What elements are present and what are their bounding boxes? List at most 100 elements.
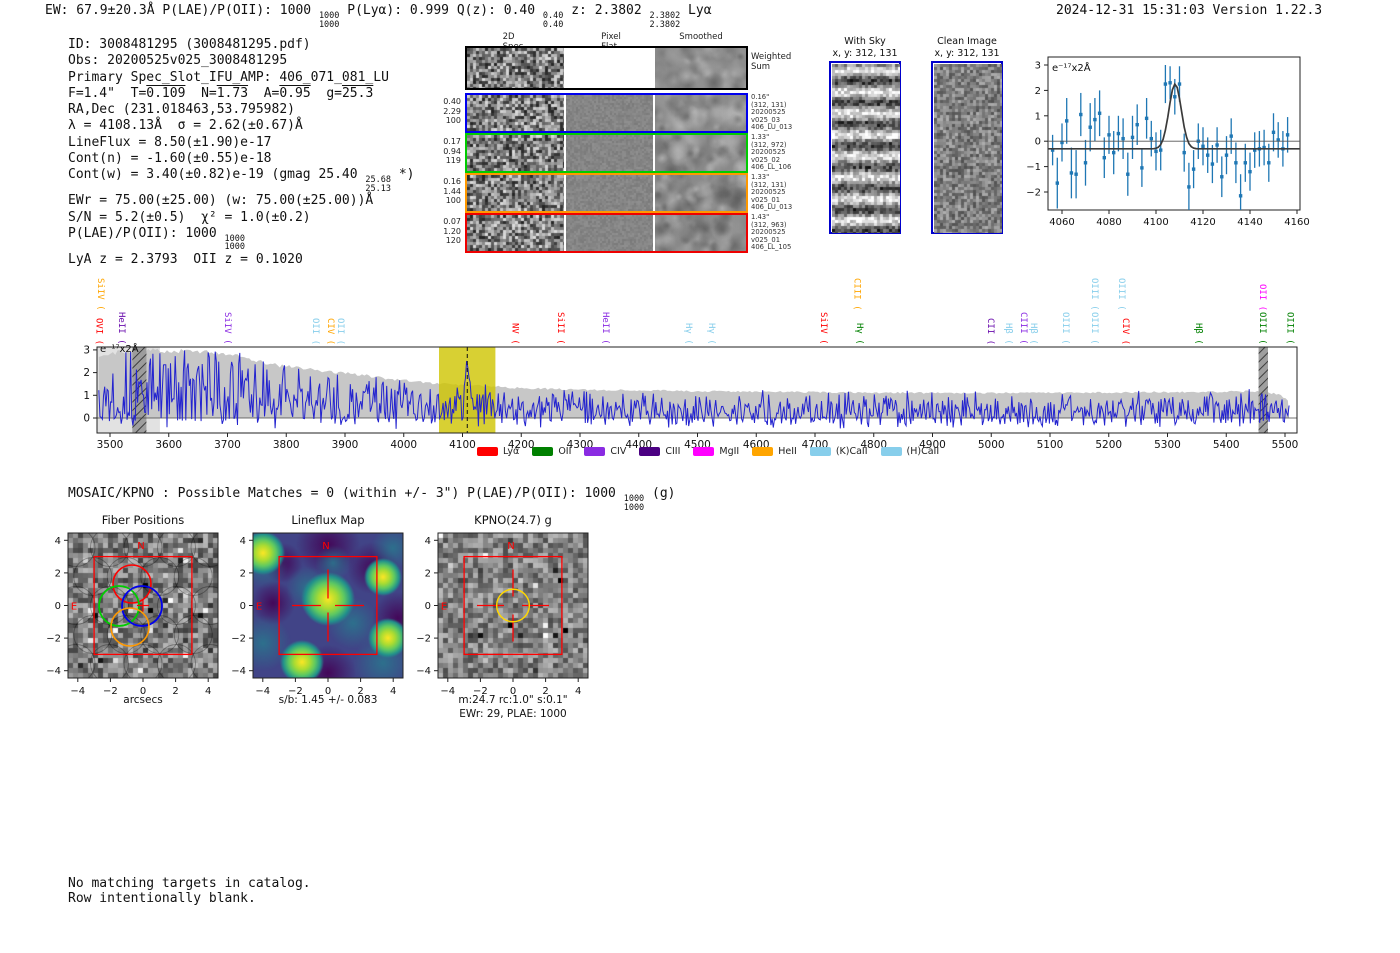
spec2d-cell-noise [467, 48, 564, 88]
legend-label: MgII [719, 446, 740, 457]
svg-text:4: 4 [425, 536, 431, 547]
legend-swatch [477, 447, 498, 456]
svg-text:−2: −2 [103, 686, 118, 697]
legend-label: (K)CaII [835, 446, 868, 457]
spec2d-cell-flat [566, 215, 653, 251]
header-timestamp: 2024-12-31 15:31:03 Version 1.22.3 [1056, 3, 1323, 18]
svg-text:4: 4 [390, 686, 396, 697]
emission-line-label-OIII: OIII ( [1256, 312, 1267, 345]
svg-text:2: 2 [83, 367, 90, 379]
emission-line-label-Hγ: Hγ ( [682, 323, 693, 345]
clean-image-cutout [931, 61, 1003, 234]
emission-line-label-CIV: CIV ( [325, 317, 336, 345]
emission-line-label-OVI: OVI ( [93, 317, 104, 345]
stacked-fraction: 25.68 25.13 [365, 175, 392, 194]
spec2d-col-header: Smoothed [679, 32, 723, 42]
legend-item: (H)CaII [880, 446, 940, 457]
emission-line-label-CIII: CIII ( [1017, 312, 1028, 345]
spec2d-row-right-labels: 1.33" (312, 131) 20200525 v025_01 406_LU_013 [751, 173, 793, 212]
legend-label: OII [558, 446, 572, 457]
stacked-fraction: 2.3802 2.3802 [649, 11, 681, 30]
emission-line-labels: OVI (SiIV (HeII (SiIV (OII (CIV (OII (NV… [80, 246, 1320, 347]
svg-text:3: 3 [1035, 61, 1041, 72]
svg-text:5500: 5500 [1272, 439, 1299, 451]
svg-text:4100: 4100 [1143, 217, 1168, 228]
emission-line-label-OIII: OIII ( [1115, 278, 1126, 311]
spec2d-cell-smooth [655, 95, 746, 131]
svg-text:4900: 4900 [919, 439, 946, 451]
spec2d-row-right-labels: 1.33" (312, 972) 20200525 v025_02 406_LL_106 [751, 133, 792, 172]
weighted-sum-label: Weighted Sum [751, 52, 792, 72]
spec2d-cell-flat [566, 175, 653, 211]
svg-text:4800: 4800 [860, 439, 887, 451]
info-line: P(LAE)/P(OII): 1000 1000 1000 [68, 225, 246, 253]
spec2d-row [465, 133, 748, 173]
spec2d-row [465, 46, 748, 90]
spec2d-cell-smooth [655, 215, 746, 251]
svg-text:1: 1 [83, 390, 90, 402]
emission-line-label-CIII: CIII ( [851, 278, 862, 311]
stacked-fraction: 0.40 0.40 [542, 11, 564, 30]
info-line: Cont(n) = -1.60(±0.55)e-18 [68, 151, 272, 167]
svg-text:−4: −4 [416, 666, 431, 677]
spec2d-row-left-labels: 0.40 2.29 100 [443, 97, 461, 126]
emission-line-label-CII: CII ( [984, 317, 995, 345]
spec2d-cell-flat [566, 135, 653, 171]
svg-text:0: 0 [240, 601, 246, 612]
footer-line-1: No matching targets in catalog. [68, 876, 311, 891]
with-sky-image [831, 63, 900, 233]
svg-text:−4: −4 [70, 686, 85, 697]
fiber-positions-overlay: −4 −2 0 2 4 4 2 0 −2 −4 N E [46, 532, 219, 697]
legend-item: MgII [693, 446, 739, 457]
legend-swatch [584, 447, 606, 456]
svg-text:0: 0 [140, 686, 146, 697]
info-line: F=1.4" T=0.109 N=1.73 A=0.95 g=25.3 [68, 85, 374, 101]
emission-line-label-SiII: SiII ( [554, 312, 565, 345]
svg-text:−2: −2 [473, 686, 488, 697]
emission-line-label-NV: NV ( [509, 323, 520, 345]
spec2d-row-left-labels: 0.17 0.94 119 [443, 137, 461, 166]
emission-line-label-Hβ: Hβ ( [1003, 323, 1014, 345]
legend-label: Lyα [503, 446, 520, 457]
svg-text:4000: 4000 [390, 439, 417, 451]
fiber-xlabel: arcsecs [123, 694, 163, 706]
svg-text:4: 4 [205, 686, 211, 697]
info-line: Obs: 20200525v025_3008481295 [68, 53, 288, 69]
svg-text:2: 2 [1035, 86, 1041, 97]
legend-label: HeII [778, 446, 797, 457]
svg-text:0: 0 [1035, 137, 1041, 148]
spec2d-cell-smooth [655, 175, 746, 211]
clean-image [933, 63, 1002, 233]
emission-line-label-OIII: OIII ( [1284, 312, 1295, 345]
with-sky-title: With Sky [844, 36, 886, 47]
spectrum-legend: Lyα OII CIV CIII MgII HeII (K)CaII (H)CaII [477, 446, 939, 457]
with-sky-cutout [829, 61, 901, 234]
info-line: Primary Spec_Slot_IFU_AMP: 406_071_081_L… [68, 69, 389, 85]
kpno-title: KPNO(24.7) g [474, 513, 552, 527]
svg-text:−4: −4 [46, 666, 61, 677]
emission-line-label-Hγ: Hγ ( [705, 323, 716, 345]
emission-line-label-SiIV: SiIV ( [818, 312, 829, 345]
spec2d-row [465, 213, 748, 253]
emission-line-label-SiIV: SiIV ( [94, 278, 105, 311]
svg-text:4100: 4100 [449, 439, 476, 451]
emission-line-label-CIV: CIV ( [1120, 317, 1131, 345]
legend-label: CIII [665, 446, 681, 457]
svg-text:2: 2 [172, 686, 178, 697]
stacked-fraction: 1000 1000 [224, 233, 246, 253]
svg-text:E: E [441, 602, 447, 613]
legend-item: (K)CaII [809, 446, 868, 457]
legend-swatch [880, 447, 902, 456]
svg-text:−2: −2 [416, 634, 431, 645]
legend-label: (H)CaII [906, 446, 940, 457]
line-fit-inset-chart: 4060 4080 4100 4120 4140 4160 3 2 1 0 −1 −2 e⁻¹⁷x2Å [1026, 56, 1310, 228]
lineflux-xlabel: s/b: 1.45 +/- 0.083 [278, 694, 378, 706]
emission-line-label-OII: OII ( [335, 317, 346, 345]
clean-image-coords: x, y: 312, 131 [934, 48, 1000, 59]
svg-text:5200: 5200 [1095, 439, 1122, 451]
kpno-xlabel: m:24.7 rc:1.0" s:0.1" [458, 694, 568, 706]
spec2d-row [465, 93, 748, 133]
svg-text:4: 4 [575, 686, 581, 697]
stacked-fraction: 1000 1000 [318, 11, 340, 30]
emission-line-label-OIII: OIII ( [1088, 312, 1099, 345]
